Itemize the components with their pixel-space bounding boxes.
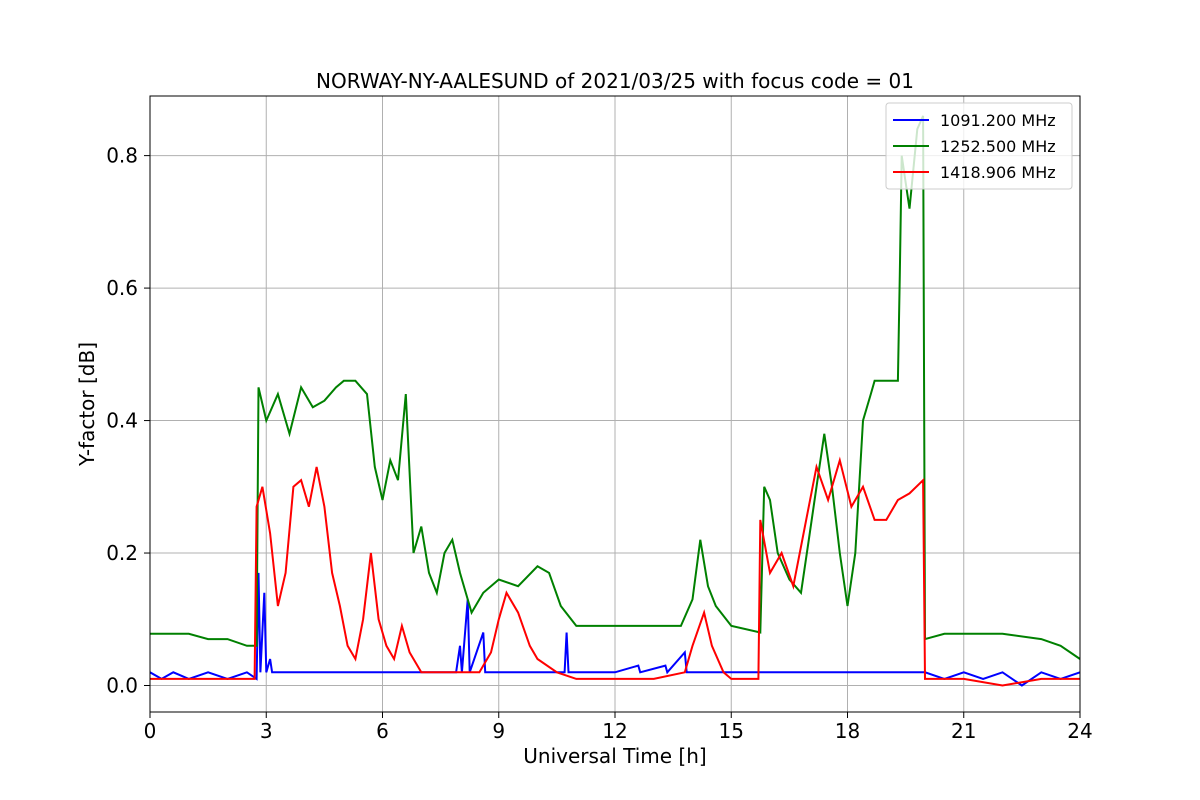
x-tick-label: 9 [492, 719, 505, 743]
legend: 1091.200 MHz 1252.500 MHz 1418.906 MHz [885, 102, 1073, 190]
x-tick-label: 3 [260, 719, 273, 743]
chart-title: NORWAY-NY-AALESUND of 2021/03/25 with fo… [316, 69, 914, 93]
legend-label: 1252.500 MHz [940, 137, 1056, 156]
x-axis-label: Universal Time [h] [523, 744, 706, 768]
series-layer [150, 115, 1080, 687]
series-line-2 [150, 115, 1080, 660]
y-tick-label: 0.6 [106, 276, 138, 300]
legend-label: 1418.906 MHz [940, 163, 1056, 182]
x-tick-label: 15 [719, 719, 744, 743]
y-axis-label: Y-factor [dB] [75, 342, 99, 467]
ticks: 0 3 6 9 12 15 18 21 24 0.0 0.2 0.4 0.6 0.8 [106, 144, 1093, 743]
x-tick-label: 18 [835, 719, 860, 743]
series-line-3 [150, 456, 1080, 687]
y-tick-label: 0.0 [106, 674, 138, 698]
x-tick-label: 24 [1067, 719, 1092, 743]
y-tick-label: 0.8 [106, 144, 138, 168]
x-tick-label: 0 [144, 719, 157, 743]
x-tick-label: 6 [376, 719, 389, 743]
y-tick-label: 0.4 [106, 409, 138, 433]
legend-box [885, 102, 1073, 190]
y-tick-label: 0.2 [106, 541, 138, 565]
x-tick-label: 12 [602, 719, 627, 743]
legend-label: 1091.200 MHz [940, 111, 1056, 130]
x-tick-label: 21 [951, 719, 976, 743]
